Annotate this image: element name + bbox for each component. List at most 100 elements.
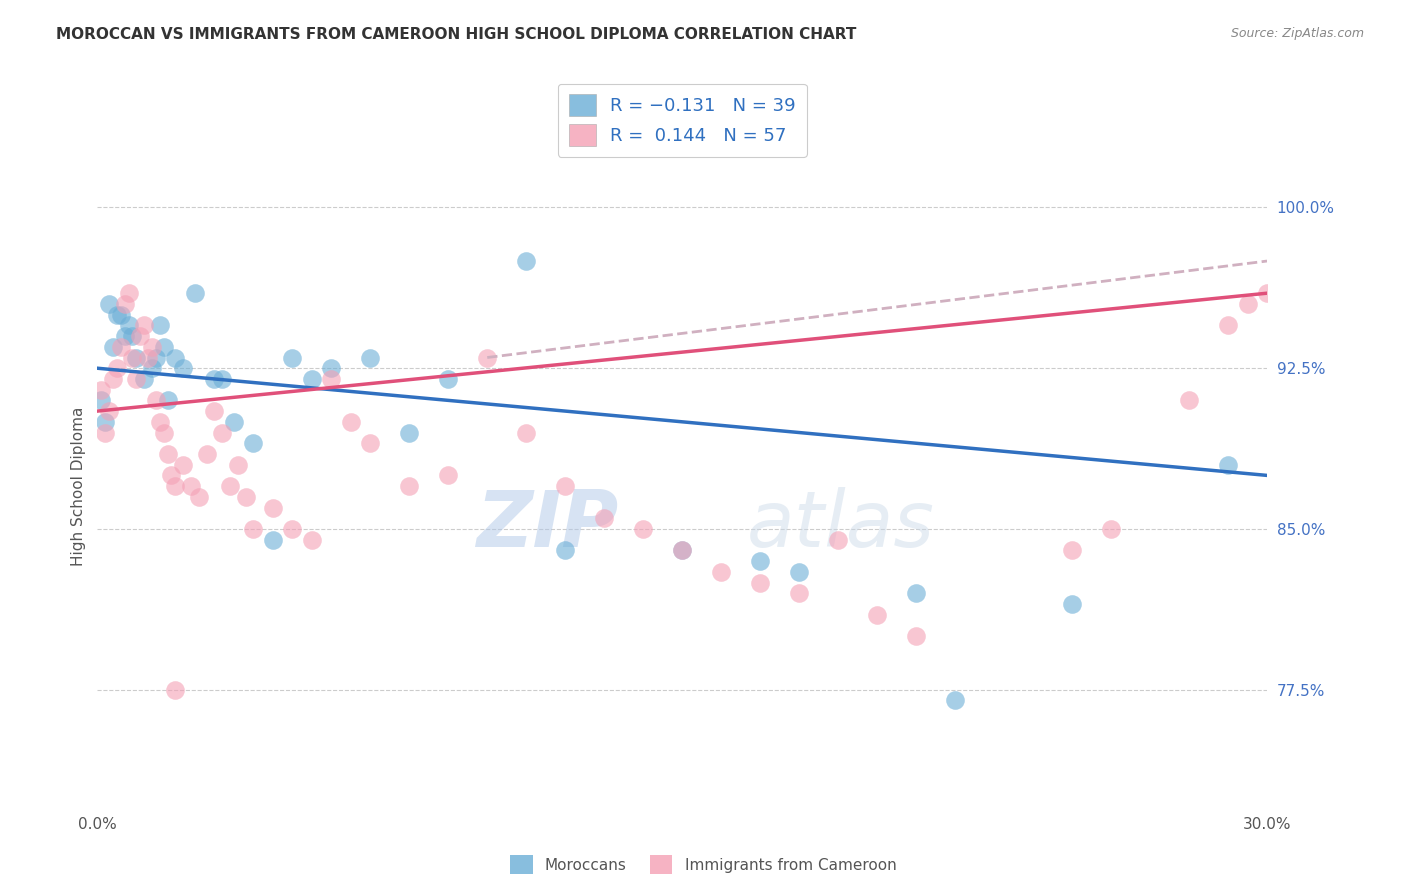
Point (1062, 543, 1084, 558)
Point (827, 533, 849, 547)
Point (281, 351, 304, 365)
Point (1216, 318, 1239, 333)
Point (145, 351, 167, 365)
Text: atlas: atlas (747, 487, 935, 563)
Point (156, 447, 179, 461)
Point (156, 393, 179, 408)
Point (749, 554, 772, 568)
Point (141, 340, 163, 354)
Point (117, 318, 139, 333)
Point (398, 425, 420, 440)
Point (943, 693, 966, 707)
Point (98, 297, 121, 311)
Text: ZIP: ZIP (475, 487, 617, 563)
Point (671, 543, 693, 558)
Point (554, 543, 576, 558)
Point (262, 533, 284, 547)
Point (184, 286, 207, 301)
Legend: Moroccans, Immigrants from Cameroon: Moroccans, Immigrants from Cameroon (503, 849, 903, 880)
Point (398, 479, 420, 493)
Point (219, 479, 242, 493)
Point (121, 351, 143, 365)
Point (242, 436, 264, 450)
Point (301, 372, 323, 386)
Point (94, 415, 117, 429)
Text: MOROCCAN VS IMMIGRANTS FROM CAMEROON HIGH SCHOOL DIPLOMA CORRELATION CHART: MOROCCAN VS IMMIGRANTS FROM CAMEROON HIG… (56, 27, 856, 42)
Point (211, 425, 233, 440)
Point (125, 372, 148, 386)
Point (515, 425, 537, 440)
Point (787, 586, 810, 600)
Point (202, 404, 225, 418)
Point (180, 479, 202, 493)
Point (1216, 458, 1239, 472)
Point (136, 351, 159, 365)
Point (105, 361, 128, 376)
Point (866, 607, 889, 622)
Point (165, 682, 187, 697)
Point (160, 468, 183, 483)
Point (149, 318, 172, 333)
Point (235, 490, 257, 504)
Point (1099, 522, 1122, 536)
Point (710, 565, 733, 579)
Point (593, 511, 616, 525)
Point (152, 340, 174, 354)
Point (110, 340, 132, 354)
Point (321, 372, 343, 386)
Point (134, 372, 156, 386)
Point (110, 308, 132, 322)
Point (202, 372, 225, 386)
Point (1062, 597, 1084, 611)
Point (141, 361, 163, 376)
Point (554, 479, 576, 493)
Point (114, 329, 136, 343)
Point (101, 372, 124, 386)
Point (226, 458, 249, 472)
Point (671, 543, 693, 558)
Point (125, 351, 148, 365)
Point (211, 372, 233, 386)
Point (195, 447, 218, 461)
Point (105, 308, 128, 322)
Point (905, 586, 928, 600)
Point (172, 361, 194, 376)
Point (165, 479, 187, 493)
Point (631, 522, 654, 536)
Point (1178, 393, 1201, 408)
Point (172, 458, 194, 472)
Point (145, 393, 167, 408)
Point (749, 575, 772, 590)
Point (1236, 297, 1258, 311)
Point (101, 340, 124, 354)
Point (301, 533, 323, 547)
Point (90, 393, 112, 408)
Point (121, 329, 143, 343)
Point (90, 383, 112, 397)
Point (359, 436, 381, 450)
Point (339, 415, 361, 429)
Point (165, 351, 187, 365)
Point (98, 404, 121, 418)
Point (359, 351, 381, 365)
Point (515, 254, 537, 268)
Point (262, 500, 284, 515)
Legend: R = −0.131   N = 39, R =  0.144   N = 57: R = −0.131 N = 39, R = 0.144 N = 57 (558, 84, 807, 156)
Point (787, 565, 810, 579)
Point (321, 361, 343, 376)
Point (152, 425, 174, 440)
Point (94, 425, 117, 440)
Y-axis label: High School Diploma: High School Diploma (72, 407, 86, 566)
Point (905, 629, 928, 643)
Text: Source: ZipAtlas.com: Source: ZipAtlas.com (1230, 27, 1364, 40)
Point (1256, 286, 1278, 301)
Point (242, 522, 264, 536)
Point (437, 372, 460, 386)
Point (187, 490, 209, 504)
Point (117, 286, 139, 301)
Point (129, 329, 152, 343)
Point (281, 522, 304, 536)
Point (222, 415, 245, 429)
Point (477, 351, 499, 365)
Point (149, 415, 172, 429)
